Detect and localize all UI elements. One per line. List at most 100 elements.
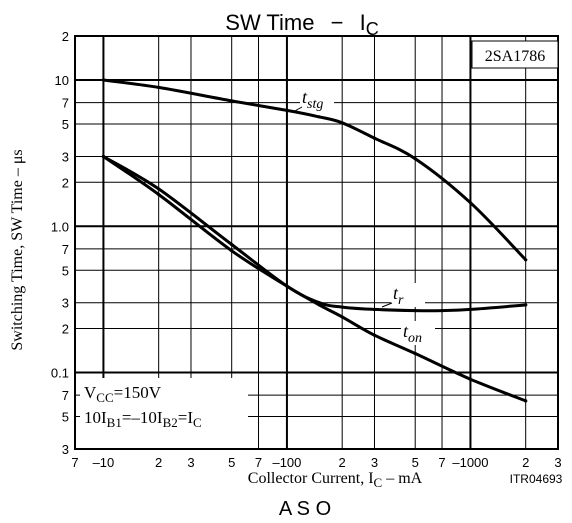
series-t-r-point [524, 303, 528, 307]
x-axis-label-sub: C [374, 475, 383, 490]
series-t-r-point [372, 307, 377, 312]
y-tick-label: 5 [62, 117, 69, 132]
y-tick-label: 7 [62, 96, 69, 111]
condition-subscript: B1 [107, 415, 122, 430]
series-t-stg-point [317, 115, 321, 119]
x-tick-label: 2 [522, 455, 529, 470]
footer-title: A S O [279, 498, 331, 520]
x-axis-label-tail: – mA [382, 470, 422, 487]
series-t-stg-point [413, 157, 417, 161]
series-t-on-point [157, 192, 161, 197]
y-tick-label: 5 [62, 263, 69, 278]
series-t-stg-point [285, 108, 289, 112]
condition-subscript: CC [96, 390, 113, 405]
x-tick-label: –10 [93, 455, 115, 470]
series-t-on-point [285, 284, 289, 288]
y-tick-label: 2 [62, 29, 69, 44]
x-tick-label: 2 [339, 455, 346, 470]
series-t-stg-label-bg [300, 87, 334, 111]
series-t-r-point [157, 187, 161, 191]
x-tick-label: 3 [187, 455, 194, 470]
series-t-stg-point [230, 99, 234, 103]
conditions-box [80, 378, 248, 448]
series-t-r-line [101, 155, 528, 313]
series-t-r-label-main: t [393, 283, 399, 303]
condition-text: V [84, 383, 97, 402]
figure-code: ITR04693 [510, 472, 563, 486]
series-t-on-point [524, 399, 528, 403]
condition-subscript: C [193, 415, 202, 430]
series-t-stg-point [157, 85, 161, 90]
x-tick-label: 3 [371, 455, 378, 470]
condition-line: 10IB1=–10IB2=IC [84, 408, 202, 430]
series-t-r-label-sub: r [398, 293, 404, 308]
series-t-r-point [340, 305, 344, 309]
y-tick-label: 3 [62, 296, 69, 311]
conditions: VCC=150V 10IB1=–10IB2=IC [84, 383, 202, 430]
series-t-stg-label: tstg [302, 87, 323, 112]
series-t-r-label-leader [381, 302, 393, 308]
condition-text: =I [178, 408, 194, 427]
x-axis-label: Collector Current, IC – mA [248, 470, 423, 490]
y-tick-label: 5 [62, 410, 69, 425]
y-axis-label: Switching Time, SW Time – μs [9, 149, 26, 350]
series-t-stg-point [372, 136, 377, 140]
y-tick-label: 3 [62, 149, 69, 164]
x-tick-label: 7 [438, 455, 445, 470]
x-tick-label: 5 [412, 455, 419, 470]
series-t-on-point [317, 303, 321, 307]
series-t-on-point [468, 377, 473, 381]
y-tick-label: 7 [62, 388, 69, 403]
x-tick-label: –1000 [452, 455, 488, 470]
y-tick-label: 7 [62, 242, 69, 257]
chart-title-dash: − [331, 10, 344, 35]
x-tick-label: 5 [228, 455, 235, 470]
series-t-stg-label-leader [292, 106, 303, 113]
chart-title: SW Time − IC [225, 10, 378, 39]
series-t-stg-point [340, 121, 344, 125]
series-t-stg-point [524, 258, 528, 262]
series-t-on-point [413, 351, 417, 356]
series-t-r-point [468, 307, 473, 312]
series-t-on-point [340, 315, 344, 319]
series-t-on-line [101, 155, 528, 403]
x-axis-label-main: Collector Current, I [248, 470, 374, 487]
series-t-r-point [230, 242, 234, 247]
plot-frame [74, 35, 559, 450]
series-t-stg-point [468, 201, 473, 205]
chart-title-var-sub: C [366, 19, 379, 39]
y-tick-label: 2 [62, 322, 69, 337]
x-tick-label: 7 [71, 455, 78, 470]
series-t-on-point [230, 249, 234, 253]
condition-text: =–10I [122, 408, 163, 427]
condition-line: VCC=150V [84, 383, 162, 405]
series-t-stg-line [101, 78, 528, 262]
x-tick-label: 2 [155, 455, 162, 470]
series-t-r-label-bg [391, 283, 425, 307]
x-tick-label: –100 [272, 455, 301, 470]
chart-title-var: I [360, 10, 366, 35]
x-tick-label: 7 [255, 455, 262, 470]
series-t-on-point [101, 154, 106, 159]
series-t-on: ton [101, 154, 528, 403]
y-tick-label: 1.0 [51, 219, 69, 234]
series-t-r: tr [101, 154, 528, 313]
series-t-r-point [440, 309, 444, 313]
tick-labels: 7 –10 2 3 5 7 –100 2 3 5 7 –1000 2 3 2 10 7 5 3 2 1.0 7 5 3 2 0.1… [51, 29, 562, 470]
series-t-stg-label-main: t [302, 87, 308, 107]
series-t-on-label: ton [403, 321, 422, 346]
series-t-stg-label-sub: stg [307, 97, 323, 112]
part-number: 2SA1786 [485, 48, 545, 65]
x-tick-label: 3 [554, 455, 561, 470]
condition-text: 10I [84, 408, 107, 427]
series-t-on-point [372, 333, 377, 337]
series-t-stg: tstg [101, 78, 528, 262]
chart-title-text: SW Time [225, 10, 314, 35]
condition-subscript: B2 [163, 415, 178, 430]
series-t-r-label: tr [393, 283, 404, 308]
condition-text: =150V [114, 383, 162, 402]
series-t-r-point [413, 309, 417, 313]
y-tick-label: 10 [55, 73, 69, 88]
